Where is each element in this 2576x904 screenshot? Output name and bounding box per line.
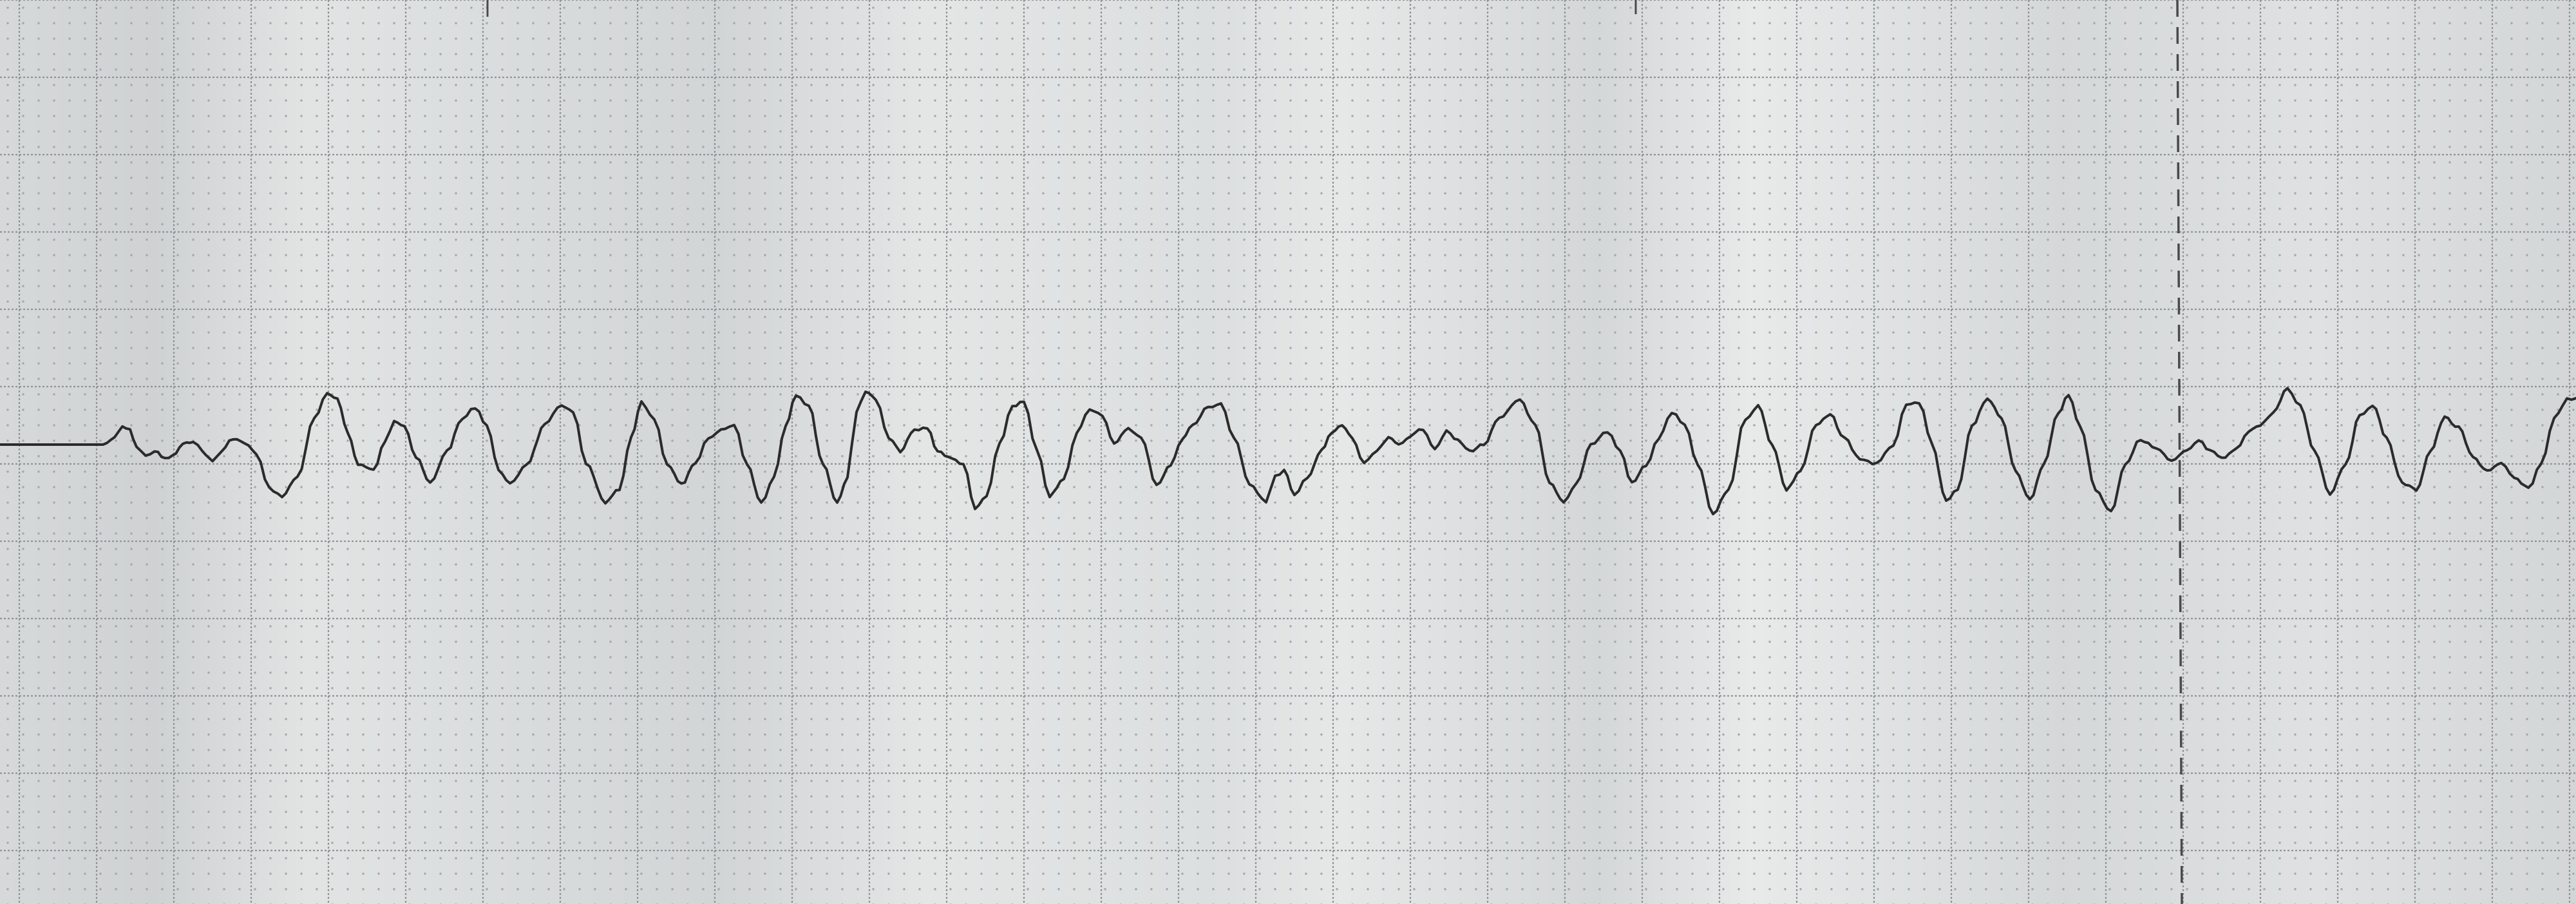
- event-marker-dashed-line: [2176, 0, 2183, 904]
- ecg-trace: [0, 387, 2576, 515]
